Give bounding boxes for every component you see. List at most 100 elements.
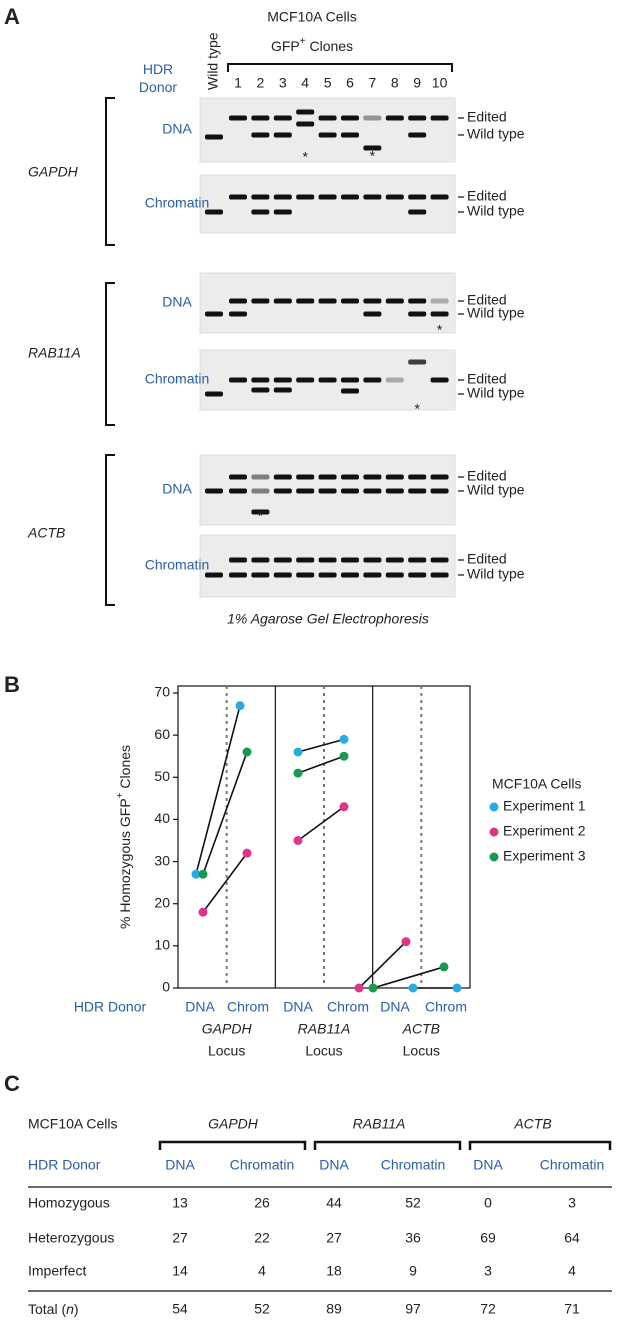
clones-title-part: + <box>300 36 306 47</box>
y-tick-label: 30 <box>154 852 170 868</box>
y-tick-label: 40 <box>154 810 170 826</box>
table-subheader: Chromatin <box>381 1157 446 1173</box>
data-point <box>191 869 201 879</box>
gel-band <box>251 572 270 578</box>
gel-band <box>363 557 382 563</box>
data-point <box>235 701 245 711</box>
row-label: Heterozygous <box>28 1230 114 1246</box>
donor-header-part: Donor <box>139 79 177 95</box>
group-name: RAB11A <box>298 1021 351 1037</box>
gel-band <box>296 474 315 480</box>
locus-bracket <box>105 282 115 426</box>
lane-number: 1 <box>234 75 242 91</box>
table-cell: 52 <box>254 1301 270 1317</box>
gel-band <box>296 121 315 127</box>
gel-band <box>229 311 247 317</box>
data-point <box>293 836 303 845</box>
locus-name: RAB11A <box>28 345 81 361</box>
gel-band <box>205 209 223 215</box>
gel-band <box>296 572 315 578</box>
table-header: RAB11A <box>353 1116 406 1132</box>
gel-band <box>251 377 270 383</box>
table-cell: 89 <box>326 1301 342 1317</box>
column-bracket <box>158 1140 307 1150</box>
gel-band <box>385 557 404 563</box>
lane-number: 7 <box>369 75 377 91</box>
gel-band <box>296 377 315 383</box>
clones-title-part: GFP <box>271 38 300 54</box>
data-point <box>439 962 449 972</box>
group-suffix: Locus <box>403 1043 440 1059</box>
series-line <box>372 966 445 989</box>
gel-band <box>341 488 359 494</box>
gel-footer: 1% Agarose Gel Electrophoresis <box>227 611 429 627</box>
gel-band <box>251 298 270 304</box>
gel-band <box>251 115 270 121</box>
gel-band <box>229 572 247 578</box>
band-label: Edited <box>467 551 507 567</box>
plot-frame <box>177 685 471 989</box>
group-suffix: Locus <box>305 1043 342 1059</box>
gel-band <box>341 115 359 121</box>
series-line <box>297 738 345 753</box>
lane-number: 4 <box>301 75 309 91</box>
lane-number: 5 <box>324 75 332 91</box>
gel-band <box>229 377 247 383</box>
band-label: Wild type <box>467 305 525 321</box>
gel-band <box>251 194 270 200</box>
wild-type-lane: Wild type <box>205 32 221 90</box>
gel-band <box>341 298 359 304</box>
series-line <box>195 705 241 875</box>
gel-band <box>363 488 382 494</box>
legend-swatch <box>489 852 499 862</box>
table-cell: 0 <box>484 1195 492 1211</box>
x-tick-label: Chrom <box>425 999 467 1015</box>
gel-band <box>430 194 449 200</box>
gel-band <box>296 109 315 115</box>
row-label-part: Total ( <box>28 1301 66 1317</box>
gel-band <box>273 474 292 480</box>
x-tick-label: DNA <box>283 999 313 1015</box>
gel-band <box>273 387 292 393</box>
gel-band <box>341 557 359 563</box>
table-header: MCF10A Cells <box>28 1116 117 1132</box>
gel-band <box>385 298 404 304</box>
gel-band <box>318 488 337 494</box>
table-subheader: Chromatin <box>230 1157 295 1173</box>
group-name: ACTB <box>402 1021 440 1037</box>
gel-band <box>363 311 382 317</box>
gel-band <box>296 488 315 494</box>
lane-number: 8 <box>391 75 399 91</box>
table-cell: 4 <box>568 1263 576 1279</box>
series-line <box>297 806 345 842</box>
donor-label: Chromatin <box>145 371 210 387</box>
clones-title: GFP+ Clones <box>271 36 353 54</box>
locus-bracket <box>105 97 115 246</box>
table-cell: 52 <box>405 1195 421 1211</box>
legend-title: MCF10A Cells <box>492 776 581 792</box>
gel-band <box>318 474 337 480</box>
gel-band <box>341 388 359 394</box>
gel-band <box>408 115 427 121</box>
lane-number: 10 <box>432 75 448 91</box>
gel-band <box>430 377 449 383</box>
gel-band <box>318 377 337 383</box>
band-label: Wild type <box>467 566 525 582</box>
y-axis-label-part: % Homozygous GFP <box>117 798 133 929</box>
gel-band <box>318 557 337 563</box>
row-label: Imperfect <box>28 1263 86 1279</box>
locus-name: GAPDH <box>28 164 79 180</box>
asterisk: * <box>370 148 376 164</box>
x-tick-label: DNA <box>380 999 410 1015</box>
band-label: Edited <box>467 468 507 484</box>
table-cell: 69 <box>480 1230 496 1246</box>
table-subheader: DNA <box>319 1157 349 1173</box>
gel-band <box>408 557 427 563</box>
gel-band <box>430 488 449 494</box>
x-tick-label: DNA <box>185 999 215 1015</box>
y-axis-label-part: + <box>115 792 126 798</box>
column-bracket <box>468 1140 612 1150</box>
gel-band <box>363 194 382 200</box>
gel-band <box>408 488 427 494</box>
gel-band <box>251 132 270 138</box>
